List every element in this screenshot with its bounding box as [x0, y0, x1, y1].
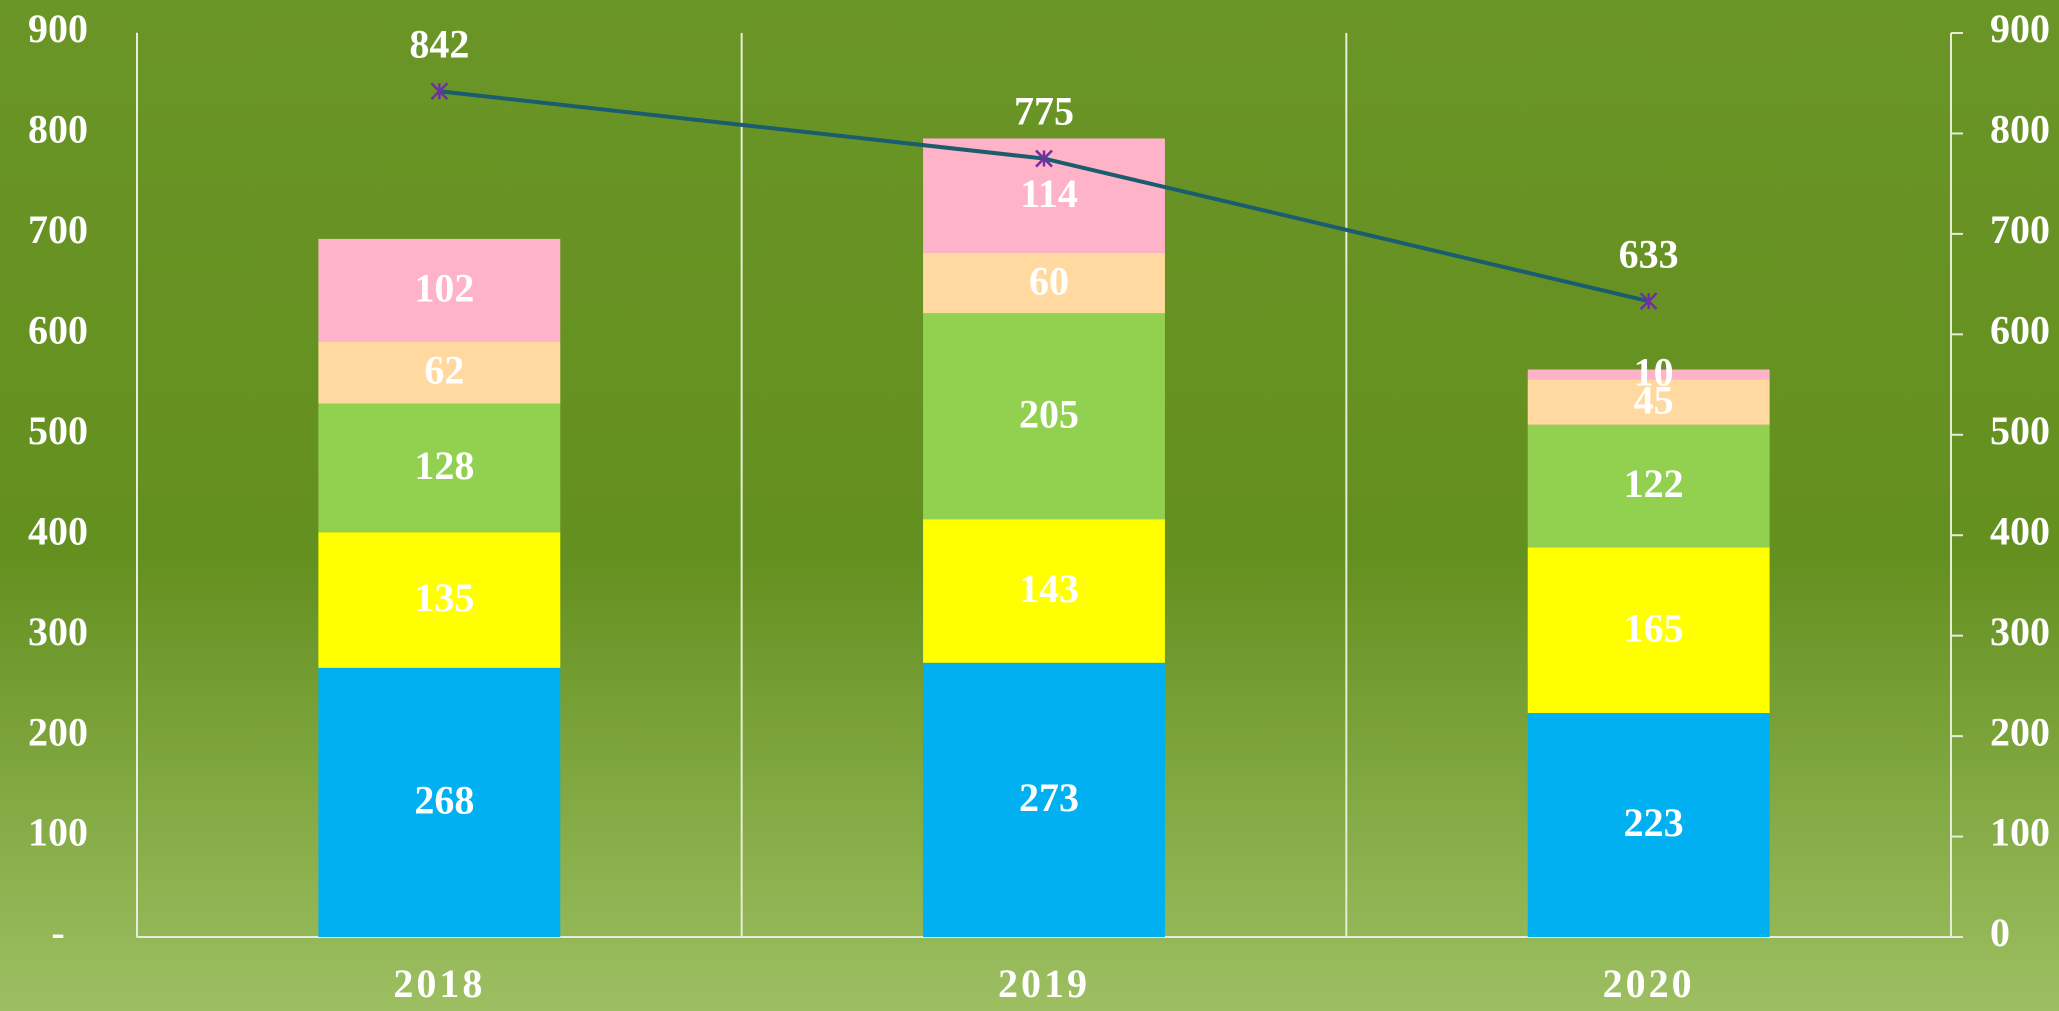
- y2-tick-label: 300: [1990, 609, 2050, 654]
- y2-tick-label: 600: [1990, 308, 2050, 353]
- y2-tick-label: 700: [1990, 207, 2050, 252]
- data-label: 45: [1634, 377, 1674, 422]
- data-label: 60: [1029, 258, 1069, 303]
- data-label: 273: [1019, 775, 1079, 820]
- y2-tick-label: 0: [1990, 910, 2010, 955]
- y2-tick-label: 400: [1990, 508, 2050, 553]
- y2-tick-label: 100: [1990, 810, 2050, 855]
- y2-tick-label: 200: [1990, 709, 2050, 754]
- y-tick-label: 200: [28, 709, 88, 754]
- y-tick-label: 500: [28, 408, 88, 453]
- bar-segment: [1527, 379, 1770, 425]
- bar-segment: [923, 252, 1165, 314]
- bar-segment: [318, 532, 561, 668]
- bar-segment: [1527, 713, 1770, 937]
- data-label: 114: [1020, 171, 1078, 216]
- y2-tick-label: 800: [1990, 107, 2050, 152]
- y-tick-label: 600: [28, 308, 88, 353]
- bar-segment: [318, 667, 561, 937]
- y-tick-label: 700: [28, 207, 88, 252]
- x-tick-label: 2020: [1603, 961, 1695, 1006]
- data-label: 102: [414, 265, 474, 310]
- bar-segment: [923, 662, 1165, 937]
- y-tick-label: 400: [28, 508, 88, 553]
- y-tick-label: -: [51, 910, 64, 955]
- bar-segment: [1527, 424, 1770, 548]
- line-marker: [430, 82, 449, 101]
- bar-segment: [1527, 547, 1770, 714]
- data-label: 165: [1624, 605, 1684, 650]
- line-label: 633: [1619, 231, 1679, 276]
- bar-segment: [318, 403, 561, 533]
- data-label: 223: [1624, 800, 1684, 845]
- data-label: 268: [414, 778, 474, 823]
- y-tick-label: 100: [28, 810, 88, 855]
- y2-tick-label: 500: [1990, 408, 2050, 453]
- line-label: 842: [409, 21, 469, 66]
- line-marker: [1639, 292, 1658, 311]
- bar-segment: [1527, 369, 1770, 380]
- line-label: 775: [1014, 89, 1074, 134]
- y2-tick-label: 900: [1990, 6, 2050, 51]
- x-tick-label: 2018: [393, 961, 485, 1006]
- y-tick-label: 300: [28, 609, 88, 654]
- y-tick-label: 800: [28, 107, 88, 152]
- data-label: 205: [1019, 391, 1079, 436]
- y-tick-label: 900: [28, 6, 88, 51]
- data-label: 122: [1624, 461, 1684, 506]
- bar-segment: [923, 313, 1165, 520]
- x-tick-label: 2019: [998, 961, 1090, 1006]
- data-label: 128: [414, 443, 474, 488]
- data-label: 135: [414, 575, 474, 620]
- bar-segment: [923, 519, 1165, 663]
- data-label: 143: [1019, 566, 1079, 611]
- bar-segment: [318, 341, 561, 404]
- line-marker: [1035, 149, 1053, 168]
- data-label: 62: [424, 348, 464, 393]
- data-label: 10: [1634, 350, 1674, 395]
- bar-segment: [318, 238, 561, 342]
